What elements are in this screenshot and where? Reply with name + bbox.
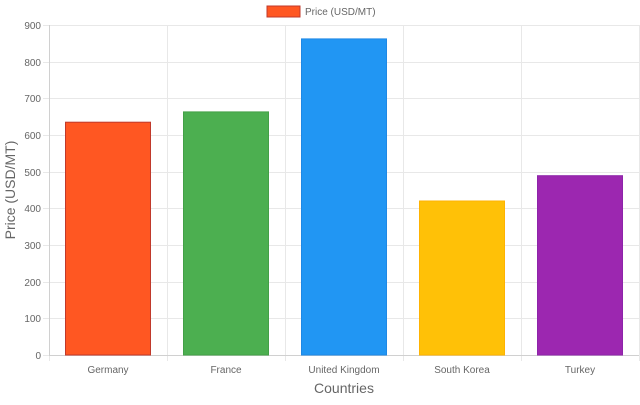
legend-label[interactable]: Price (USD/MT)	[305, 7, 376, 18]
bar-france[interactable]	[183, 111, 269, 356]
y-tick-label: 300	[24, 241, 41, 252]
y-tick-label: 0	[35, 351, 41, 362]
x-tick-label: United Kingdom	[308, 365, 379, 376]
bar-germany[interactable]	[65, 121, 151, 356]
bar-south-korea[interactable]	[419, 200, 505, 356]
x-axis-title: Countries	[314, 380, 374, 396]
x-tick-label: South Korea	[434, 365, 490, 376]
y-tick-label: 100	[24, 314, 41, 325]
y-tick-labels: 0 100 200 300 400 500 600 700 800 900	[24, 21, 41, 362]
x-tick-labels: Germany France United Kingdom South Korea Tu…	[87, 365, 595, 376]
bars	[65, 38, 623, 356]
bar-turkey[interactable]	[537, 175, 623, 356]
y-tick-label: 900	[24, 21, 41, 32]
bar-united-kingdom[interactable]	[301, 38, 387, 356]
y-tick-label: 800	[24, 58, 41, 69]
legend[interactable]: Price (USD/MT)	[266, 5, 376, 18]
y-tick-label: 200	[24, 278, 41, 289]
x-tick-label: Germany	[87, 365, 128, 376]
y-tick-label: 600	[24, 131, 41, 142]
y-tick-label: 700	[24, 94, 41, 105]
y-axis-title: Price (USD/MT)	[2, 141, 18, 240]
y-tick-label: 500	[24, 168, 41, 179]
x-tick-label: France	[210, 365, 242, 376]
x-tick-label: Turkey	[565, 365, 595, 376]
y-tick-label: 400	[24, 204, 41, 215]
legend-swatch[interactable]	[266, 5, 301, 18]
